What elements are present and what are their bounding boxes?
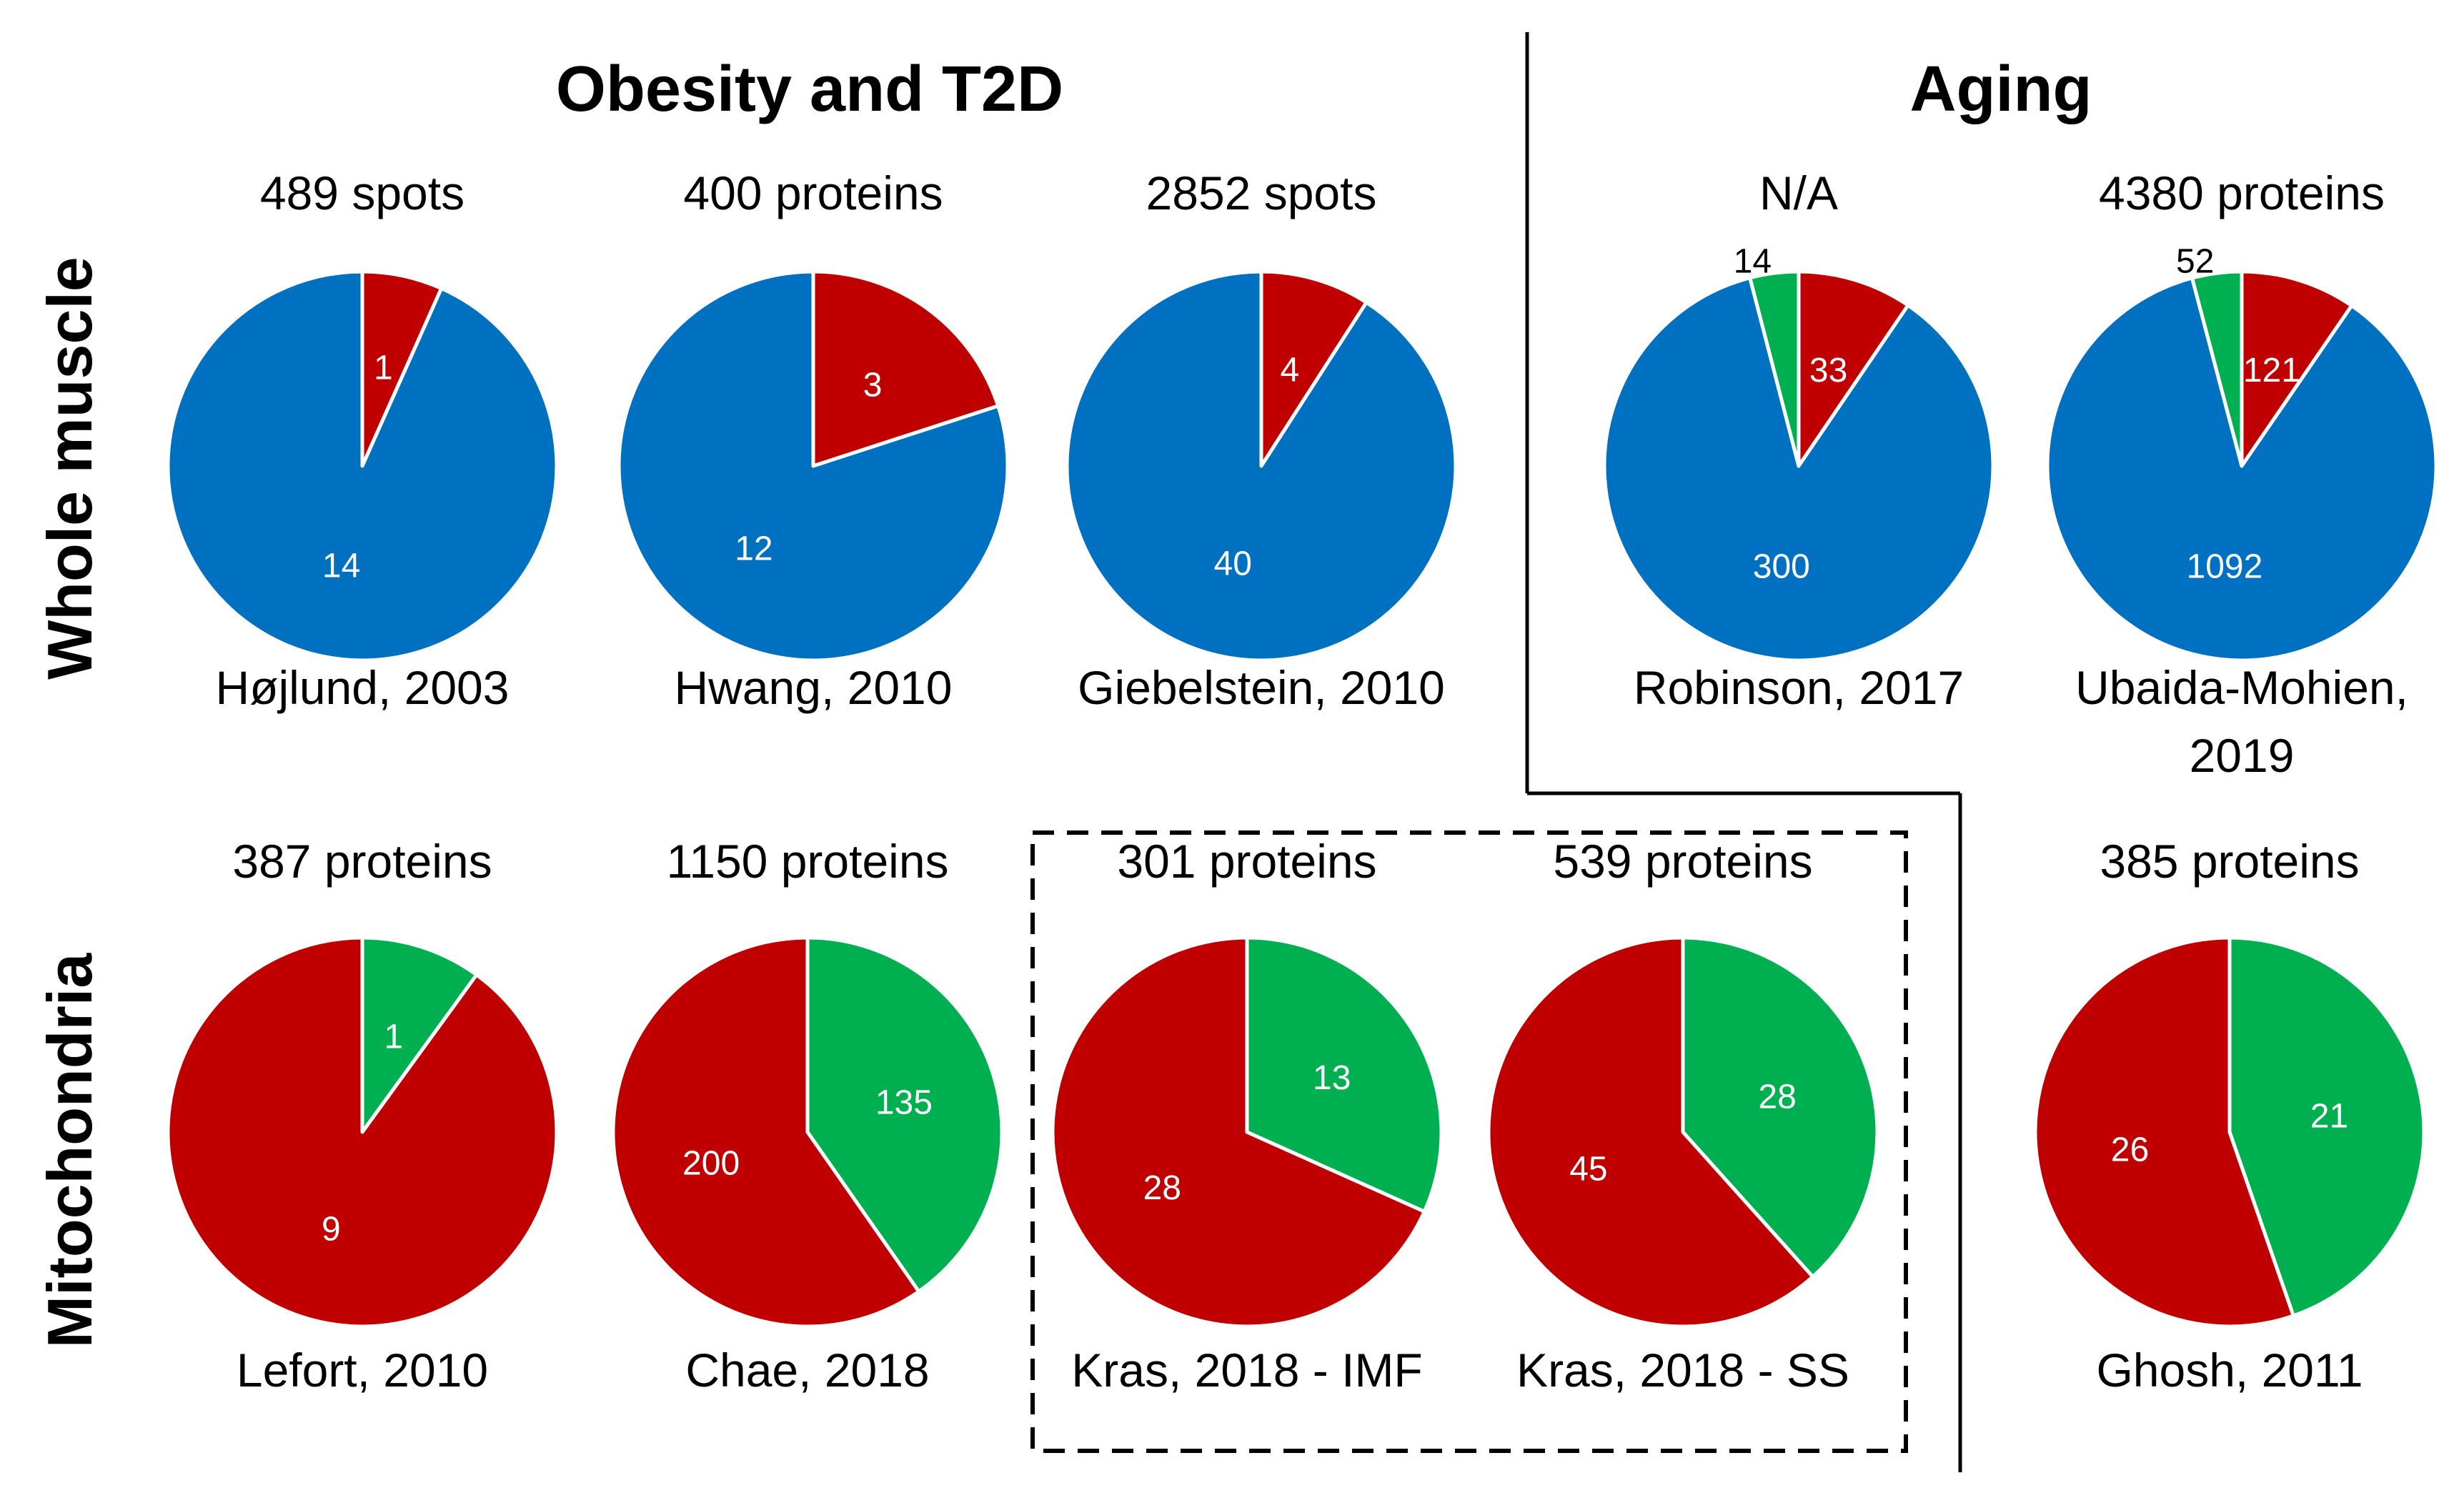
data-label-blue: 300 (1753, 547, 1810, 585)
data-label-blue: 1092 (2187, 547, 2263, 585)
data-label-green: 135 (875, 1084, 933, 1122)
data-label-red: 26 (2111, 1131, 2149, 1169)
pie-kras-2018-ss: 28 45 539 proteins Kras, 2018 - SS (1486, 835, 1879, 1397)
pie-slice-red (1259, 269, 1368, 468)
pie-slice-red (811, 269, 1000, 468)
pie-slice-blue (2045, 276, 2438, 663)
group-divider (1525, 32, 1962, 1472)
data-label-green: 1 (384, 1018, 403, 1056)
pie-slice-blue (617, 269, 1010, 663)
pie-slice-red (2240, 269, 2354, 468)
data-label-blue: 12 (735, 530, 773, 567)
pie-slice-blue (166, 269, 559, 663)
pie-ubaida-mohien-2019: 121 1092 52 4380 proteins Ubaida-Mohien, 2019 (2045, 167, 2438, 782)
pie-chae-2018: 135 200 1150 proteins Chae, 2018 (611, 835, 1004, 1397)
pie-title: 4380 proteins (2099, 167, 2385, 219)
data-label-red: 4 (1280, 351, 1299, 389)
data-label-green: 13 (1313, 1059, 1351, 1097)
pie-caption: Hwang, 2010 (675, 661, 953, 714)
pie-caption: Chae, 2018 (685, 1344, 929, 1397)
pie-title: 385 proteins (2100, 835, 2359, 888)
data-label-red: 121 (2243, 352, 2300, 390)
pie-slice-red (2033, 936, 2295, 1329)
pie-ghosh-2011: 21 26 385 proteins Ghosh, 2011 (2033, 835, 2426, 1397)
pie-caption: Giebelstein, 2010 (1078, 661, 1445, 714)
row-label-whole-muscle: Whole muscle (34, 257, 105, 680)
pie-h-jlund-2003: 1 14 489 spots Højlund, 2003 (166, 167, 559, 714)
pie-title: 301 proteins (1117, 835, 1376, 888)
data-label-red: 9 (322, 1211, 341, 1249)
pie-kras-2018-imf: 13 28 301 proteins Kras, 2018 - IMF (1050, 835, 1444, 1397)
pie-caption: Lefort, 2010 (237, 1344, 488, 1397)
pie-title: 539 proteins (1553, 835, 1812, 888)
pie-caption: 2019 (2190, 729, 2295, 782)
pie-slice-red (1486, 936, 1815, 1329)
data-label-green: 28 (1758, 1078, 1796, 1116)
data-label-red: 33 (1809, 352, 1847, 390)
pie-caption: Ubaida-Mohien, (2075, 661, 2408, 714)
pie-title: 2852 spots (1146, 167, 1377, 219)
pie-slice-green (805, 936, 1004, 1294)
data-label-red: 1 (374, 349, 393, 387)
pie-slice-red (166, 936, 559, 1329)
pie-slice-red (1797, 269, 1910, 468)
pie-slice-green (1245, 936, 1444, 1214)
pie-slice-green (1681, 936, 1879, 1279)
pie-slice-red (1050, 936, 1426, 1329)
pie-title: 400 proteins (683, 167, 943, 219)
pie-slice-blue (1602, 276, 1995, 663)
data-label-blue: 14 (322, 547, 360, 585)
pie-slice-green (2190, 269, 2244, 468)
pie-slice-green (1748, 269, 1801, 468)
data-label-green: 21 (2310, 1098, 2348, 1136)
pie-title: 387 proteins (232, 835, 492, 888)
pie-slice-green (2227, 936, 2426, 1318)
data-label-red: 200 (682, 1144, 740, 1182)
pie-caption: Højlund, 2003 (216, 661, 510, 714)
row-label-mitochondria: Mitochondria (34, 953, 105, 1348)
data-label-red: 45 (1569, 1151, 1607, 1189)
pie-caption: Ghosh, 2011 (2096, 1344, 2363, 1397)
header-obesity: Obesity and T2D (556, 54, 1063, 125)
pie-giebelstein-2010: 4 40 2852 spots Giebelstein, 2010 (1065, 167, 1458, 714)
pie-slice-green (360, 936, 479, 1134)
data-label-green: 52 (2176, 242, 2214, 280)
pie-slice-red (611, 936, 921, 1329)
pie-caption: Kras, 2018 - SS (1516, 1344, 1849, 1397)
data-label-green: 14 (1734, 242, 1772, 280)
pie-title: N/A (1759, 167, 1838, 219)
data-label-red: 28 (1143, 1169, 1181, 1207)
pie-lefort-2010: 1 9 387 proteins Lefort, 2010 (166, 835, 559, 1397)
pie-caption: Kras, 2018 - IMF (1071, 1344, 1423, 1397)
pie-hwang-2010: 3 12 400 proteins Hwang, 2010 (617, 167, 1010, 714)
pie-title: 489 spots (260, 167, 465, 219)
data-label-red: 3 (863, 367, 883, 405)
pie-slice-blue (1065, 269, 1458, 663)
pie-caption: Robinson, 2017 (1634, 661, 1964, 714)
kras-dashed-box (1030, 830, 1908, 1453)
data-label-blue: 40 (1214, 545, 1252, 583)
pie-robinson-2017: 33 300 14 N/A Robinson, 2017 (1602, 167, 1995, 714)
pie-title: 1150 proteins (666, 835, 948, 888)
header-aging: Aging (1910, 54, 2092, 125)
